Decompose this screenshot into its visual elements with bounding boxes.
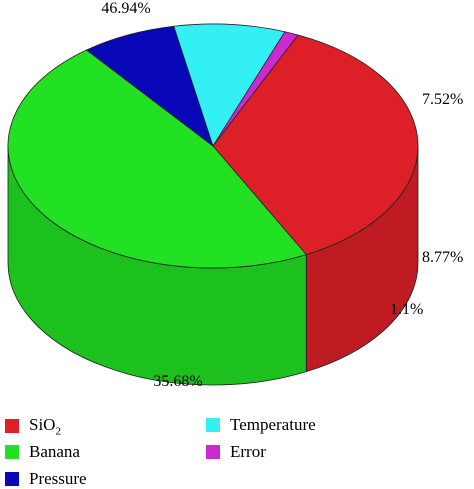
legend-label: SiO2 xyxy=(29,415,61,438)
legend-label: Temperature xyxy=(230,415,316,434)
pie-slices xyxy=(7,23,419,386)
slice-banana xyxy=(7,49,307,269)
slice-error xyxy=(212,31,299,147)
value-label-banana: 46.94% xyxy=(101,0,150,17)
legend-item-error: Error xyxy=(206,442,266,462)
legend-label: Error xyxy=(230,442,266,461)
legend-swatch xyxy=(5,445,19,459)
legend-swatch xyxy=(206,445,220,459)
legend-swatch xyxy=(5,419,19,434)
value-label-sio2: 35.68% xyxy=(153,373,202,390)
value-label-temperature: 8.77% xyxy=(422,249,463,266)
legend-item-sio: SiO2 xyxy=(5,415,61,437)
slice-temperature xyxy=(173,23,286,147)
slice-pressure xyxy=(86,25,214,147)
legend-item-temperature: Temperature xyxy=(206,415,316,435)
legend-item-pressure: Pressure xyxy=(5,469,87,489)
legend-label: Pressure xyxy=(29,469,87,488)
legend-label: Banana xyxy=(29,442,80,461)
value-label-pressure: 7.52% xyxy=(422,91,463,108)
legend-swatch xyxy=(5,472,19,486)
value-label-error: 1.1% xyxy=(390,301,423,318)
legend-item-banana: Banana xyxy=(5,442,80,462)
slice-sio2 xyxy=(212,34,419,256)
pie-value-labels: 35.68% 46.94% 7.52% 8.77% 1.1% xyxy=(101,0,463,390)
legend-swatch xyxy=(206,418,220,432)
